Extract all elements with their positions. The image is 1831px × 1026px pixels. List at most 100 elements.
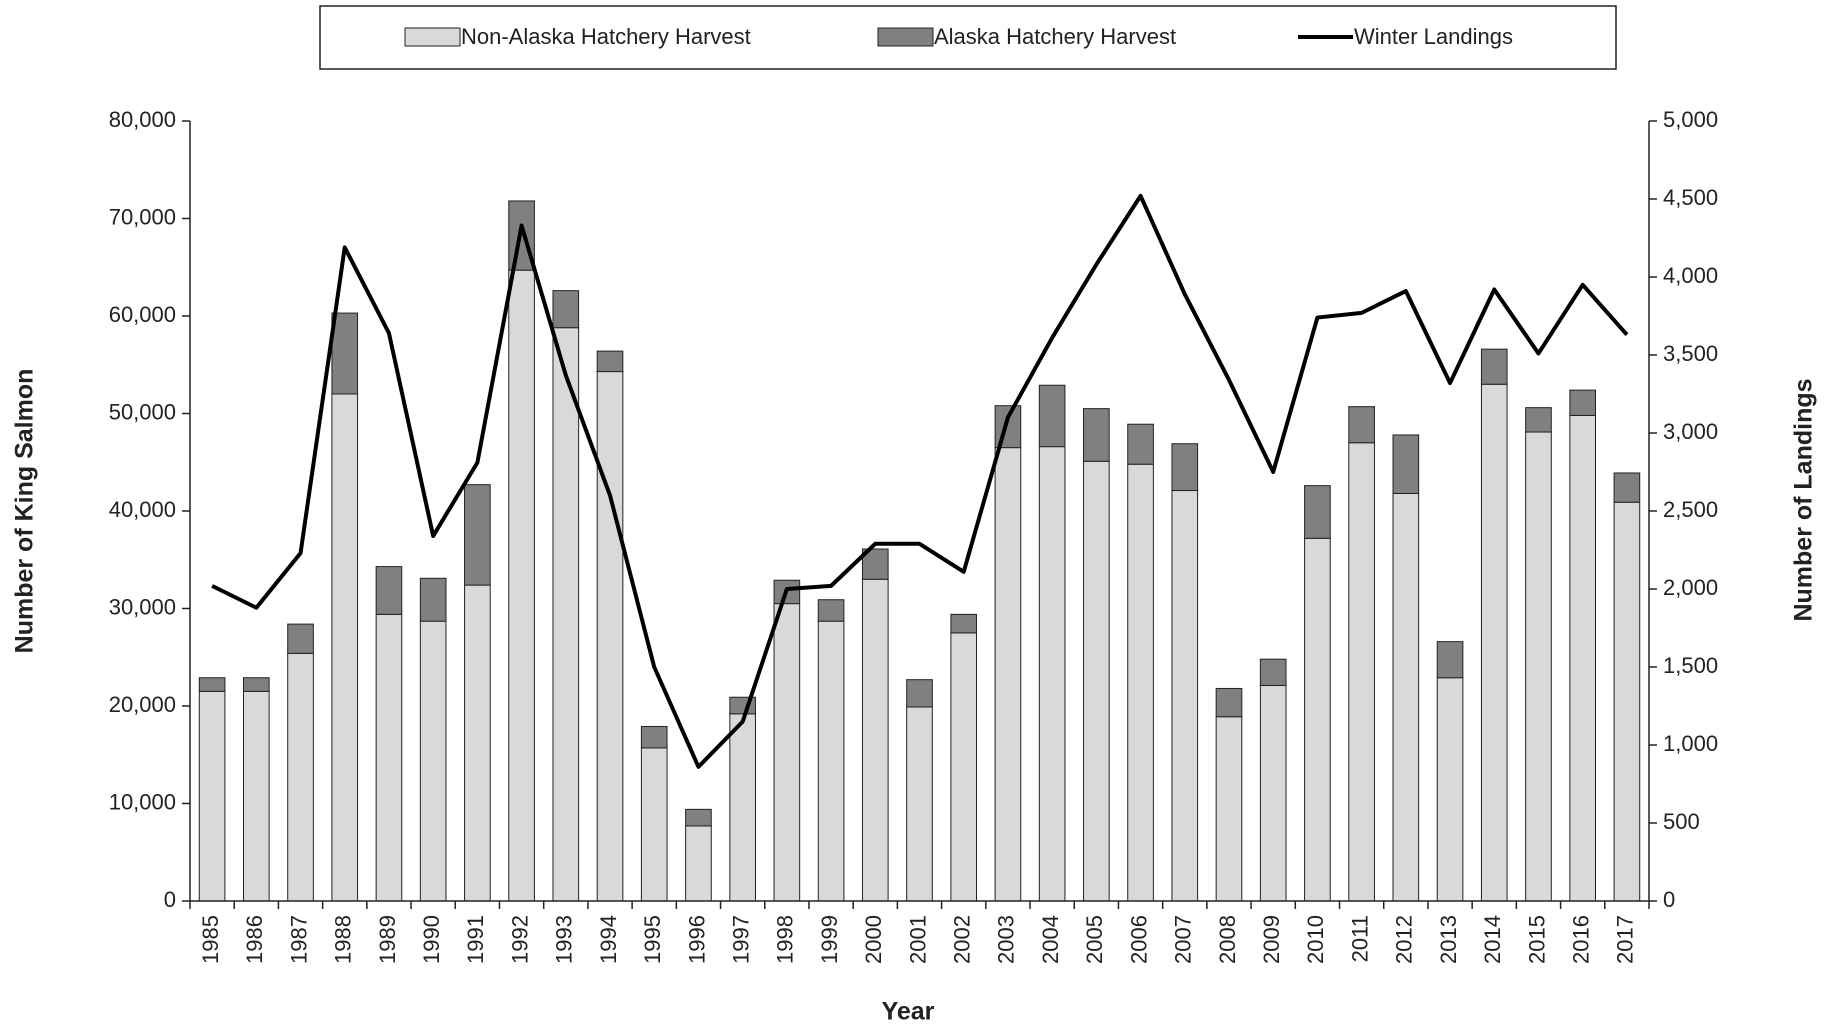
- x-tick-label: 2000: [861, 915, 886, 964]
- y2-tick-label: 5,000: [1663, 107, 1718, 132]
- y2-tick-label: 3,000: [1663, 419, 1718, 444]
- x-tick-label: 1996: [684, 915, 709, 964]
- bar-segment: [1215, 716, 1243, 902]
- bar-segment: [464, 584, 491, 902]
- bar-segment: [1392, 492, 1420, 902]
- y-tick-label: 10,000: [109, 789, 176, 814]
- bar-segment: [287, 623, 314, 654]
- bar-segment: [242, 677, 270, 692]
- x-tick-label: 2008: [1215, 915, 1240, 964]
- y2-tick-label: 3,500: [1663, 341, 1718, 366]
- x-tick-label: 1997: [728, 915, 753, 964]
- bar-segment: [596, 371, 624, 902]
- y2-tick-label: 500: [1663, 809, 1700, 834]
- y2-tick-label: 2,500: [1663, 497, 1718, 522]
- bar-segment: [1348, 406, 1375, 444]
- legend-swatch: [404, 27, 461, 47]
- y2-tick-label: 4,000: [1663, 263, 1718, 288]
- x-tick-label: 2010: [1303, 915, 1328, 964]
- bar-segment: [198, 677, 226, 692]
- bar-segment: [1613, 472, 1641, 503]
- bar-segment: [950, 632, 978, 902]
- bar-segment: [1613, 501, 1641, 902]
- bar-segment: [640, 747, 668, 902]
- bar-segment: [508, 269, 535, 902]
- bar-segment: [729, 713, 756, 902]
- bar-segment: [552, 327, 580, 902]
- bar-segment: [817, 599, 845, 622]
- x-tick-label: 2004: [1038, 915, 1063, 964]
- bar-segment: [685, 825, 712, 902]
- bar-segment: [817, 620, 845, 902]
- bar-segment: [1171, 443, 1199, 492]
- bar-segment: [1569, 414, 1597, 902]
- y-tick-label: 50,000: [109, 399, 176, 424]
- y-tick-label: 60,000: [109, 302, 176, 327]
- bar-segment: [1038, 384, 1066, 448]
- x-tick-label: 2014: [1480, 915, 1505, 964]
- bar-segment: [287, 652, 314, 902]
- bar-segment: [331, 393, 359, 902]
- bar-segment: [1038, 446, 1066, 902]
- x-tick-label: 2007: [1171, 915, 1196, 964]
- y2-tick-label: 1,000: [1663, 731, 1718, 756]
- x-tick-label: 2005: [1082, 915, 1107, 964]
- bar-segment: [198, 690, 226, 902]
- x-tick-label: 2003: [994, 915, 1019, 964]
- x-tick-label: 1992: [507, 915, 532, 964]
- bar-segment: [1436, 641, 1464, 679]
- bar-segment: [1127, 423, 1154, 465]
- bar-segment: [596, 350, 624, 373]
- bar-segment: [375, 613, 403, 902]
- x-tick-label: 2001: [905, 915, 930, 964]
- bar-segment: [1569, 389, 1597, 416]
- x-tick-label: 1999: [817, 915, 842, 964]
- bar-segment: [773, 603, 801, 902]
- bar-segment: [906, 679, 933, 708]
- x-tick-label: 2013: [1436, 915, 1461, 964]
- legend-swatch: [877, 27, 934, 47]
- x-tick-label: 1995: [640, 915, 665, 964]
- x-tick-label: 2011: [1347, 915, 1372, 962]
- bar-segment: [1083, 408, 1110, 462]
- x-axis-title: Year: [882, 998, 935, 1026]
- y-tick-label: 80,000: [109, 107, 176, 132]
- bar-segment: [685, 808, 712, 827]
- line-series: [211, 193, 1629, 769]
- bar-segment: [1436, 677, 1464, 902]
- x-tick-label: 2002: [950, 915, 975, 964]
- x-tick-label: 1989: [375, 915, 400, 964]
- bar-segment: [1259, 685, 1287, 902]
- y-tick-label: 70,000: [109, 204, 176, 229]
- bar-segment: [552, 290, 580, 329]
- legend-label: Winter Landings: [1354, 24, 1513, 49]
- bar-segment: [1259, 658, 1287, 687]
- bar-segment: [1083, 460, 1110, 902]
- bar-segment: [1480, 348, 1508, 385]
- x-tick-label: 2016: [1568, 915, 1593, 964]
- y-tick-label: 0: [164, 887, 176, 912]
- bar-segment: [950, 613, 978, 634]
- bar-segment: [1348, 442, 1375, 902]
- x-tick-label: 1991: [463, 915, 488, 964]
- bar-segment: [1171, 490, 1199, 902]
- x-tick-label: 2009: [1259, 915, 1284, 964]
- bar-segment: [1304, 537, 1331, 902]
- bar-segment: [994, 447, 1022, 902]
- bar-segment: [1215, 687, 1243, 718]
- x-tick-label: 1985: [198, 915, 223, 964]
- bar-segment: [419, 620, 447, 902]
- x-tick-label: 1988: [331, 915, 356, 964]
- y2-tick-label: 4,500: [1663, 185, 1718, 210]
- x-tick-label: 1987: [286, 915, 311, 964]
- bar-segment: [906, 706, 933, 902]
- bar-segment: [1525, 407, 1552, 433]
- x-tick-label: 2006: [1126, 915, 1151, 964]
- y2-axis-title: Number of Landings: [1790, 378, 1818, 621]
- bar-segment: [1392, 434, 1420, 494]
- y2-tick-label: 0: [1663, 887, 1675, 912]
- x-tick-label: 1994: [596, 915, 621, 964]
- y-tick-label: 20,000: [109, 692, 176, 717]
- x-tick-label: 1998: [773, 915, 798, 964]
